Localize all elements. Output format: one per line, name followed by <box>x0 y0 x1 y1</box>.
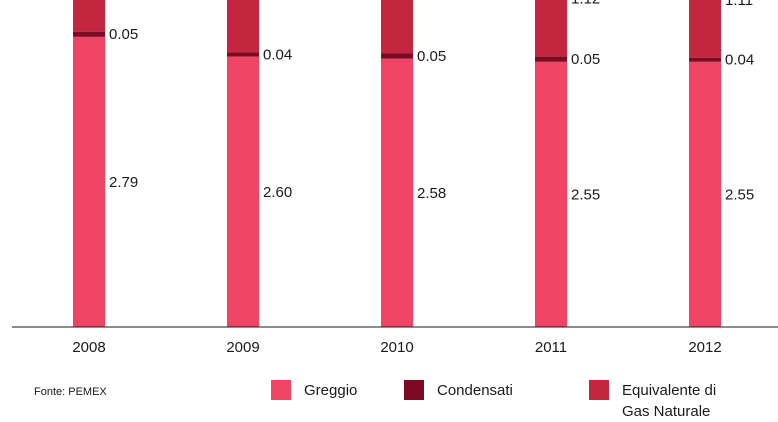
legend-item-greggio: Greggio <box>271 380 424 401</box>
legend-label-gas: Equivalente di Gas Naturale <box>622 382 717 420</box>
bar-greggio-2011 <box>535 61 567 328</box>
value-label-greggio-2010: 2.58 <box>417 185 446 202</box>
value-label-greggio-2012: 2.55 <box>725 186 754 203</box>
value-label-greggio-2008: 2.79 <box>109 174 138 191</box>
bars-group <box>73 0 721 328</box>
bar-condensati-2012 <box>689 57 721 62</box>
value-label-condensati-2008: 0.05 <box>109 26 138 43</box>
legend-swatch-greggio <box>271 380 291 400</box>
bar-gas-2009 <box>227 0 259 53</box>
legend-label-condensati: Condensati <box>437 382 513 399</box>
x-tick-2012: 2012 <box>688 339 721 356</box>
value-label-condensati-2012: 0.04 <box>725 52 754 69</box>
value-label-condensati-2010: 0.05 <box>417 48 446 65</box>
value-label-condensati-2009: 0.04 <box>263 47 292 64</box>
value-label-greggio-2011: 2.55 <box>571 186 600 203</box>
bar-condensati-2008 <box>73 31 105 37</box>
legend-swatch-condensati <box>404 380 424 400</box>
legend-label-greggio: Greggio <box>304 382 358 399</box>
bar-gas-2011 <box>535 0 567 57</box>
bar-condensati-2009 <box>227 52 259 57</box>
source-note: Fonte: PEMEX <box>34 386 107 398</box>
value-label-condensati-2011: 0.05 <box>571 51 600 68</box>
x-tick-2009: 2009 <box>226 339 259 356</box>
value-label-gas-2010: 1.17 <box>417 0 446 2</box>
value-label-gas-2012: 1.11 <box>725 0 753 9</box>
value-label-gas-2009: 1.13 <box>263 0 292 3</box>
bar-gas-2010 <box>381 0 413 54</box>
bar-condensati-2010 <box>381 53 413 59</box>
legend-item-gas: Equivalente di Gas Naturale <box>589 380 742 422</box>
bar-greggio-2010 <box>381 58 413 328</box>
bar-gas-2012 <box>689 0 721 58</box>
legend-item-condensati: Condensati <box>404 380 557 401</box>
bar-gas-2008 <box>73 0 105 32</box>
bar-condensati-2011 <box>535 56 567 62</box>
value-label-greggio-2009: 2.60 <box>263 184 292 201</box>
bar-greggio-2012 <box>689 61 721 328</box>
bar-greggio-2009 <box>227 56 259 327</box>
bar-greggio-2008 <box>73 36 105 328</box>
legend-swatch-gas <box>589 380 609 400</box>
x-tick-2008: 2008 <box>72 339 105 356</box>
x-tick-labels: 2008 2009 2010 2011 2012 <box>72 339 721 356</box>
labels-group: 2.790.051.133.962.600.041.133.782.580.05… <box>109 0 754 203</box>
x-tick-2010: 2010 <box>380 339 413 356</box>
value-label-gas-2011: 1.12 <box>571 0 600 7</box>
x-tick-2011: 2011 <box>535 339 567 356</box>
